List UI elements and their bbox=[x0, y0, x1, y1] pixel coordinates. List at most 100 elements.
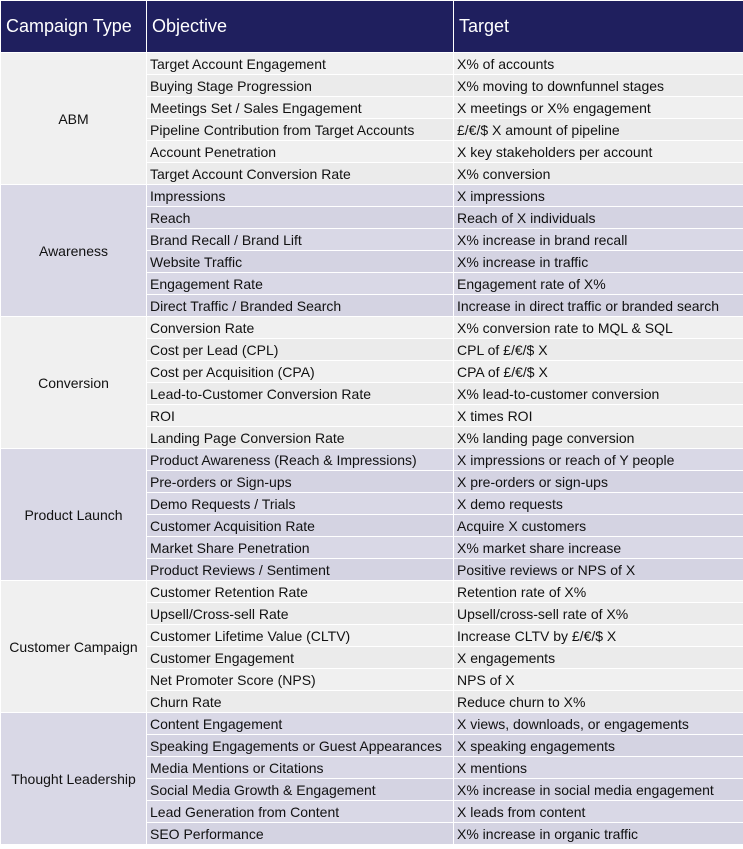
objective-cell: Cost per Acquisition (CPA) bbox=[146, 360, 454, 383]
objective-cell: Meetings Set / Sales Engagement bbox=[146, 96, 454, 119]
table-row: Landing Page Conversion Rate X% landing p… bbox=[1, 426, 743, 449]
table-row: Social Media Growth & Engagement X% incre… bbox=[1, 778, 743, 801]
target-cell: Upsell/cross-sell rate of X% bbox=[453, 602, 743, 625]
campaign-group: ABM Target Account Engagement X% of accoun… bbox=[0, 52, 743, 185]
target-cell: X impressions bbox=[453, 184, 743, 207]
objective-cell: Pipeline Contribution from Target Accoun… bbox=[146, 118, 454, 141]
target-cell: Retention rate of X% bbox=[453, 580, 743, 603]
objective-cell: Conversion Rate bbox=[146, 316, 454, 339]
table-row: Media Mentions or Citations X mentions bbox=[1, 756, 743, 779]
table-row: SEO Performance X% increase in organic tr… bbox=[1, 822, 743, 845]
target-cell: X impressions or reach of Y people bbox=[453, 448, 743, 471]
objective-cell: Landing Page Conversion Rate bbox=[146, 426, 454, 449]
objective-cell: Target Account Engagement bbox=[146, 52, 454, 75]
objective-cell: Customer Retention Rate bbox=[146, 580, 454, 603]
objective-cell: Lead-to-Customer Conversion Rate bbox=[146, 382, 454, 405]
table-row: Pipeline Contribution from Target Accoun… bbox=[1, 118, 743, 141]
objective-cell: Pre-orders or Sign-ups bbox=[146, 470, 454, 493]
objective-cell: Churn Rate bbox=[146, 690, 454, 713]
target-cell: Reduce churn to X% bbox=[453, 690, 743, 713]
target-cell: X% lead-to-customer conversion bbox=[453, 382, 743, 405]
target-cell: X views, downloads, or engagements bbox=[453, 712, 743, 735]
objective-cell: Speaking Engagements or Guest Appearance… bbox=[146, 734, 454, 757]
objective-cell: Website Traffic bbox=[146, 250, 454, 273]
campaign-type-cell: Customer Campaign bbox=[0, 580, 147, 713]
header-objective: Objective bbox=[146, 0, 454, 53]
objective-cell: SEO Performance bbox=[146, 822, 454, 845]
target-cell: Increase in direct traffic or branded se… bbox=[453, 294, 743, 317]
objective-cell: Demo Requests / Trials bbox=[146, 492, 454, 515]
objective-cell: Cost per Lead (CPL) bbox=[146, 338, 454, 361]
table-row: Upsell/Cross-sell Rate Upsell/cross-sell … bbox=[1, 602, 743, 625]
objective-cell: Customer Acquisition Rate bbox=[146, 514, 454, 537]
objective-cell: Content Engagement bbox=[146, 712, 454, 735]
target-cell: NPS of X bbox=[453, 668, 743, 691]
campaign-group: Thought Leadership Content Engagement X vi… bbox=[0, 712, 743, 845]
objective-cell: Media Mentions or Citations bbox=[146, 756, 454, 779]
objective-cell: Reach bbox=[146, 206, 454, 229]
target-cell: X% landing page conversion bbox=[453, 426, 743, 449]
table-row: Engagement Rate Engagement rate of X% bbox=[1, 272, 743, 295]
objective-cell: Buying Stage Progression bbox=[146, 74, 454, 97]
target-cell: X mentions bbox=[453, 756, 743, 779]
target-cell: Reach of X individuals bbox=[453, 206, 743, 229]
campaign-type-cell: Thought Leadership bbox=[0, 712, 147, 845]
table-row: Buying Stage Progression X% moving to dow… bbox=[1, 74, 743, 97]
campaign-group: Customer Campaign Customer Retention Rate… bbox=[0, 580, 743, 713]
table-row: Product Launch Product Awareness (Reach &… bbox=[0, 448, 743, 581]
target-cell: X% conversion rate to MQL & SQL bbox=[453, 316, 743, 339]
target-cell: CPA of £/€/$ X bbox=[453, 360, 743, 383]
header-row: Campaign Type Objective Target bbox=[0, 0, 743, 53]
header-target: Target bbox=[453, 0, 743, 53]
table-row: Lead-to-Customer Conversion Rate X% lead-… bbox=[1, 382, 743, 405]
table-row: Direct Traffic / Branded Search Increase … bbox=[1, 294, 743, 317]
target-cell: Acquire X customers bbox=[453, 514, 743, 537]
target-cell: Increase CLTV by £/€/$ X bbox=[453, 624, 743, 647]
table-row: Awareness Impressions X impressions bbox=[0, 184, 743, 317]
table-row: Pre-orders or Sign-ups X pre-orders or si… bbox=[1, 470, 743, 493]
campaign-type-cell: ABM bbox=[0, 52, 147, 185]
target-cell: X key stakeholders per account bbox=[453, 140, 743, 163]
campaign-group: Awareness Impressions X impressions Reach Re… bbox=[0, 184, 743, 317]
target-cell: CPL of £/€/$ X bbox=[453, 338, 743, 361]
table-row: Product Reviews / Sentiment Positive revi… bbox=[1, 558, 743, 581]
objective-cell: Account Penetration bbox=[146, 140, 454, 163]
target-cell: X% increase in brand recall bbox=[453, 228, 743, 251]
campaign-type-cell: Conversion bbox=[0, 316, 147, 449]
target-cell: Engagement rate of X% bbox=[453, 272, 743, 295]
table-row: Cost per Acquisition (CPA) CPA of £/€/$ X bbox=[1, 360, 743, 383]
objective-cell: Net Promoter Score (NPS) bbox=[146, 668, 454, 691]
campaign-group: Conversion Conversion Rate X% conversion r… bbox=[0, 316, 743, 449]
table-row: Net Promoter Score (NPS) NPS of X bbox=[1, 668, 743, 691]
table-row: Brand Recall / Brand Lift X% increase in … bbox=[1, 228, 743, 251]
table-row: Target Account Conversion Rate X% convers… bbox=[1, 162, 743, 185]
campaign-type-cell: Awareness bbox=[0, 184, 147, 317]
objective-cell: Lead Generation from Content bbox=[146, 800, 454, 823]
table-row: Thought Leadership Content Engagement X vi… bbox=[0, 712, 743, 845]
target-cell: X times ROI bbox=[453, 404, 743, 427]
objective-cell: Brand Recall / Brand Lift bbox=[146, 228, 454, 251]
objective-cell: Customer Lifetime Value (CLTV) bbox=[146, 624, 454, 647]
table-row: ROI X times ROI bbox=[1, 404, 743, 427]
target-cell: X% moving to downfunnel stages bbox=[453, 74, 743, 97]
target-cell: X demo requests bbox=[453, 492, 743, 515]
target-cell: Positive reviews or NPS of X bbox=[453, 558, 743, 581]
campaign-type-cell: Product Launch bbox=[0, 448, 147, 581]
target-cell: X leads from content bbox=[453, 800, 743, 823]
table-row: Market Share Penetration X% market share … bbox=[1, 536, 743, 559]
objective-cell: Product Awareness (Reach & Impressions) bbox=[146, 448, 454, 471]
target-cell: X speaking engagements bbox=[453, 734, 743, 757]
table-row: Meetings Set / Sales Engagement X meeting… bbox=[1, 96, 743, 119]
objective-cell: ROI bbox=[146, 404, 454, 427]
target-cell: X meetings or X% engagement bbox=[453, 96, 743, 119]
objective-cell: Impressions bbox=[146, 184, 454, 207]
header-campaign-type: Campaign Type bbox=[0, 0, 147, 53]
objective-cell: Market Share Penetration bbox=[146, 536, 454, 559]
target-cell: X engagements bbox=[453, 646, 743, 669]
table-row: Reach Reach of X individuals bbox=[1, 206, 743, 229]
table-row: Customer Lifetime Value (CLTV) Increase C… bbox=[1, 624, 743, 647]
objective-cell: Direct Traffic / Branded Search bbox=[146, 294, 454, 317]
table-row: Website Traffic X% increase in traffic bbox=[1, 250, 743, 273]
table-row: Conversion Conversion Rate X% conversion r… bbox=[0, 316, 743, 449]
table-row: Customer Acquisition Rate Acquire X custo… bbox=[1, 514, 743, 537]
